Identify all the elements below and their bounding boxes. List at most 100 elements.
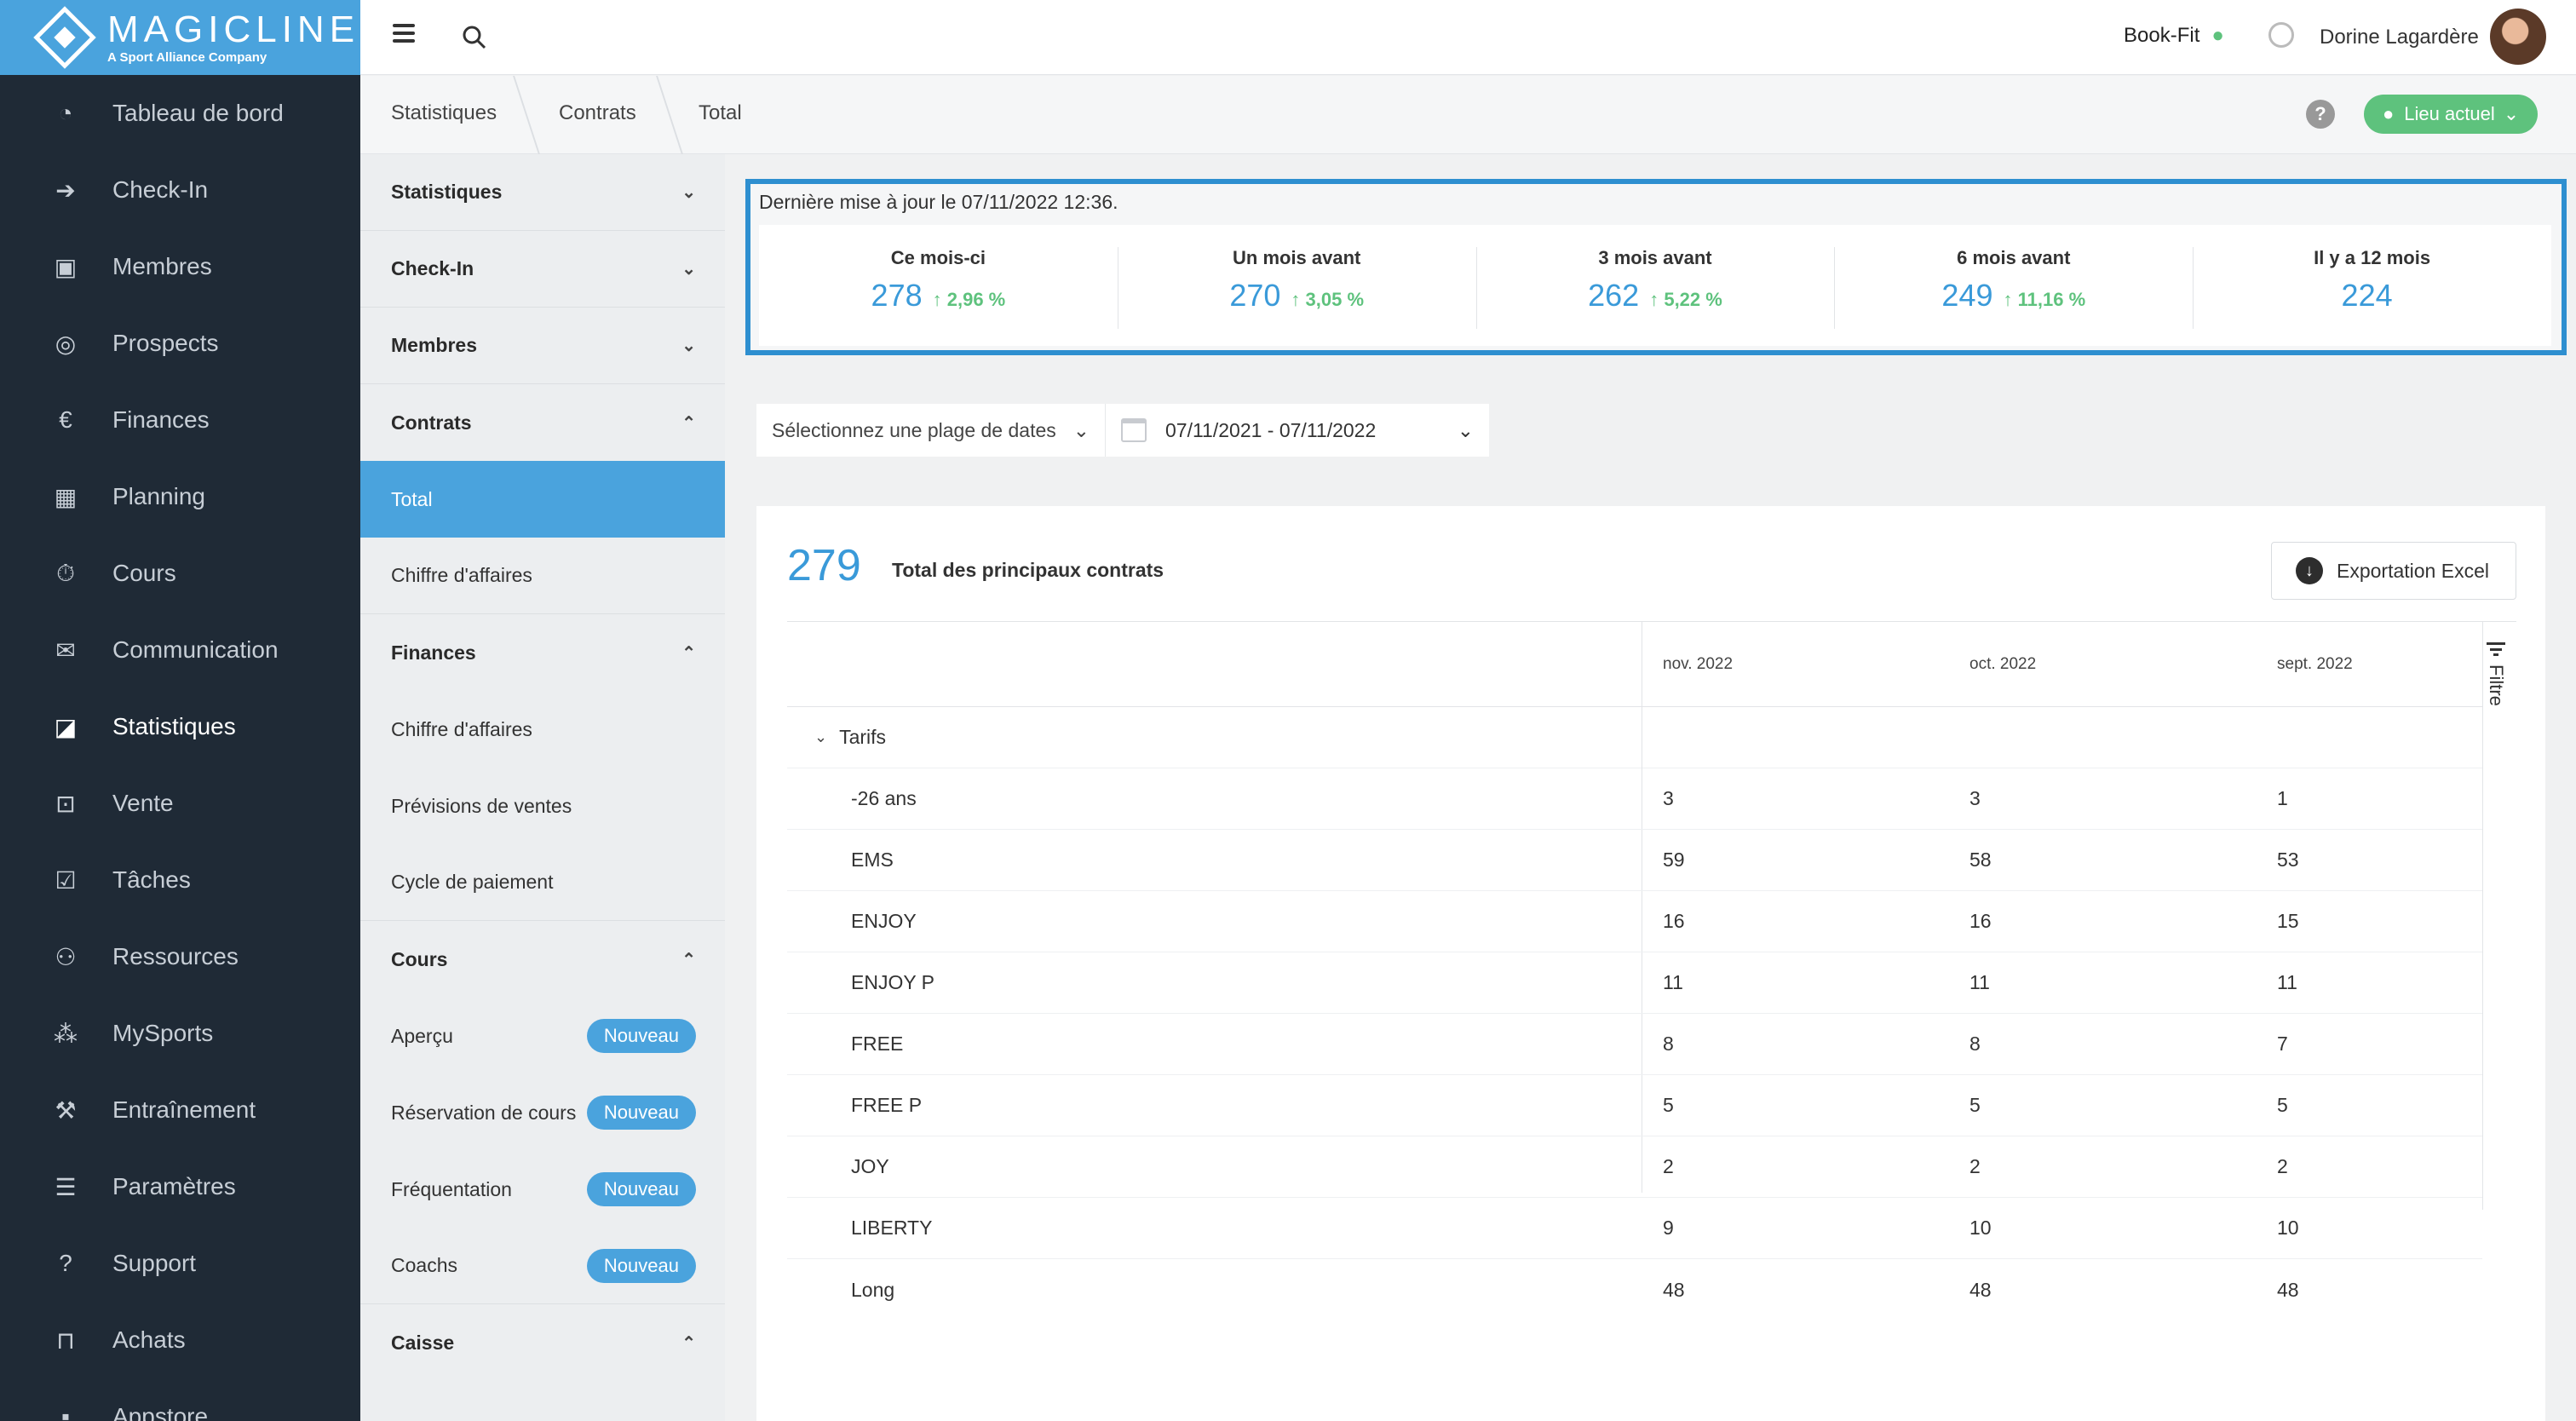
date-range-select[interactable]: Sélectionnez une plage de dates ⌄ — [756, 404, 1106, 457]
kpi-summary: Dernière mise à jour le 07/11/2022 12:36… — [745, 179, 2567, 355]
subnav-item-finances-chiffre[interactable]: Chiffre d'affaires — [391, 717, 532, 740]
subnav-section-membres[interactable]: Membres ⌄ — [360, 308, 725, 384]
kpi-card: Ce mois-ci 278 ↑ 2,96 % Un mois avant 270… — [759, 225, 2551, 346]
avatar[interactable] — [2490, 9, 2546, 65]
main-content: Dernière mise à jour le 07/11/2022 12:36… — [725, 154, 2576, 1421]
table-row: -26 ans 3 3 1 — [787, 768, 2482, 830]
column-header[interactable]: sept. 2022 — [2277, 654, 2353, 673]
location-dropdown[interactable]: ● Lieu actuel ⌄ — [2364, 95, 2539, 134]
kpi-change: ↑ 3,05 % — [1291, 289, 1365, 310]
subnav-section-finances[interactable]: Finances ⌃ — [391, 641, 696, 664]
brand-tagline: A Sport Alliance Company — [107, 49, 267, 65]
nav-item-communication[interactable]: ✉ Communication — [0, 612, 360, 688]
subnav-section-contrats[interactable]: Contrats ⌃ — [391, 411, 696, 434]
search-icon[interactable] — [461, 24, 488, 51]
task-icon: ☑ — [55, 866, 77, 894]
calendar-icon: ▦ — [54, 483, 78, 510]
nav-item-support[interactable]: ? Support — [0, 1225, 360, 1302]
nav-item-mysports[interactable]: ⁂ MySports — [0, 995, 360, 1072]
chevron-down-icon: ⌄ — [681, 337, 696, 355]
table-row: ENJOY 16 16 15 — [787, 891, 2482, 952]
dumbbell-icon: ⚒ — [55, 1096, 77, 1124]
clock-icon[interactable] — [2268, 22, 2294, 48]
resources-icon: ⚇ — [55, 943, 77, 970]
main-sidebar: MAGICLINE A Sport Alliance Company ◔ Tabl… — [0, 0, 360, 1421]
statistics-subnav: Statistiques ⌄ Check-In ⌄ Membres ⌄ Contrat… — [360, 154, 725, 1421]
statistics-icon: ◪ — [54, 713, 78, 740]
date-range-input[interactable]: 07/11/2021 - 07/11/2022 ⌄ — [1106, 404, 1489, 457]
subnav-section-caisse[interactable]: Caisse ⌃ — [391, 1331, 696, 1354]
breadcrumb-contrats[interactable]: Contrats — [559, 101, 636, 124]
subnav-item-contrats-chiffre[interactable]: Chiffre d'affaires — [360, 538, 725, 614]
nav-item-prospects[interactable]: ◎ Prospects — [0, 305, 360, 382]
subnav-item-frequentation[interactable]: Fréquentation Nouveau — [360, 1151, 725, 1228]
nav-item-dashboard[interactable]: ◔ Tableau de bord — [0, 75, 360, 152]
chevron-down-icon[interactable]: ⌄ — [814, 728, 828, 745]
nav-item-statistics[interactable]: ◪ Statistiques — [0, 688, 360, 765]
logo[interactable]: MAGICLINE A Sport Alliance Company — [0, 0, 360, 75]
kpi-twelve-months-ago: Il y a 12 mois 224 — [2193, 225, 2551, 346]
filter-toggle[interactable]: Filtre — [2479, 642, 2513, 762]
nav-item-members[interactable]: ▣ Membres — [0, 228, 360, 305]
nav-item-checkin[interactable]: ➔ Check-In — [0, 152, 360, 228]
cart-icon: ⊡ — [55, 790, 76, 817]
column-header[interactable]: nov. 2022 — [1663, 654, 1734, 673]
table-row: JOY 2 2 2 — [787, 1136, 2482, 1198]
new-badge: Nouveau — [586, 1096, 696, 1130]
mysports-icon: ⁂ — [54, 1020, 78, 1047]
chevron-up-icon: ⌃ — [681, 643, 696, 663]
subnav-section-statistiques[interactable]: Statistiques ⌄ — [360, 154, 725, 231]
studio-selector[interactable]: Book-Fit ● — [2124, 24, 2224, 47]
checkin-icon: ➔ — [55, 176, 76, 204]
export-excel-button[interactable]: ↓ Exportation Excel — [2271, 542, 2516, 600]
nav-item-training[interactable]: ⚒ Entraînement — [0, 1072, 360, 1148]
appstore-icon: ▪ — [61, 1403, 70, 1421]
subnav-item-previsions[interactable]: Prévisions de ventes — [391, 794, 572, 817]
new-badge: Nouveau — [586, 1172, 696, 1206]
chevron-down-icon: ⌄ — [1457, 418, 1474, 441]
nav-item-appstore[interactable]: ▪ Appstore — [0, 1378, 360, 1421]
total-contracts-count: 279 — [787, 541, 861, 590]
nav-item-finances[interactable]: € Finances — [0, 382, 360, 458]
top-bar: Book-Fit ● Dorine Lagardère — [360, 0, 2576, 75]
breadcrumb-separator — [513, 76, 540, 154]
nav-item-courses[interactable]: ⏱ Cours — [0, 535, 360, 612]
user-name[interactable]: Dorine Lagardère — [2320, 26, 2479, 49]
subnav-item-apercu[interactable]: Aperçu Nouveau — [360, 998, 725, 1074]
total-contracts-label: Total des principaux contrats — [892, 559, 1164, 581]
table-row: LIBERTY 9 10 10 — [787, 1198, 2482, 1259]
chevron-down-icon: ⌄ — [2503, 103, 2520, 124]
group-row-tarifs[interactable]: ⌄ Tarifs — [787, 707, 2482, 768]
nav-item-settings[interactable]: ☰ Paramètres — [0, 1148, 360, 1225]
filter-icon — [2487, 642, 2505, 658]
chevron-up-icon: ⌃ — [681, 413, 696, 433]
nav-item-resources[interactable]: ⚇ Ressources — [0, 918, 360, 995]
nav-item-purchases[interactable]: ⊓ Achats — [0, 1302, 360, 1378]
contracts-panel: 279 Total des principaux contrats ↓ Expo… — [756, 506, 2545, 1421]
column-header[interactable]: oct. 2022 — [1969, 654, 2037, 673]
chat-icon: ✉ — [55, 636, 76, 664]
kpi-change: ↑ 11,16 % — [2003, 289, 2086, 310]
kpi-value: 278 — [871, 278, 923, 313]
subnav-item-coachs[interactable]: Coachs Nouveau — [360, 1228, 725, 1304]
breadcrumb-statistiques[interactable]: Statistiques — [391, 101, 497, 124]
divider — [2482, 622, 2483, 1210]
contracts-table: nov. 2022 oct. 2022 sept. 2022 ⌄ Tarifs … — [787, 622, 2483, 1320]
kpi-value: 270 — [1229, 278, 1281, 313]
kpi-value: 224 — [2341, 278, 2393, 313]
subnav-section-checkin[interactable]: Check-In ⌄ — [360, 231, 725, 308]
new-badge: Nouveau — [586, 1248, 696, 1283]
subnav-item-total[interactable]: Total — [360, 461, 725, 538]
subnav-section-cours[interactable]: Cours ⌃ — [391, 947, 696, 970]
nav-item-tasks[interactable]: ☑ Tâches — [0, 842, 360, 918]
kpi-change: ↑ 5,22 % — [1649, 289, 1722, 310]
nav-item-sales[interactable]: ⊡ Vente — [0, 765, 360, 842]
chevron-down-icon: ⌄ — [1072, 418, 1090, 441]
help-icon[interactable]: ? — [2306, 100, 2335, 129]
nav-item-planning[interactable]: ▦ Planning — [0, 458, 360, 535]
hamburger-menu-icon[interactable] — [393, 24, 415, 49]
finances-icon: € — [59, 406, 72, 433]
subnav-item-cycle[interactable]: Cycle de paiement — [360, 844, 725, 921]
subnav-item-reservation[interactable]: Réservation de cours Nouveau — [360, 1074, 725, 1151]
dashboard-icon: ◔ — [58, 100, 73, 126]
